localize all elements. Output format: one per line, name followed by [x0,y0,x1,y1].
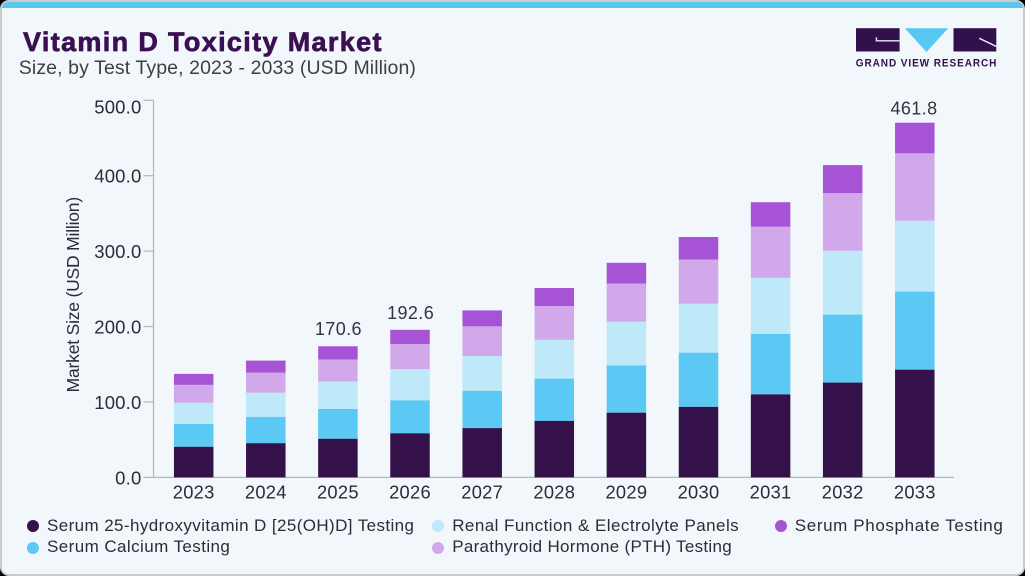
svg-text:192.6: 192.6 [387,303,434,323]
svg-text:2031: 2031 [750,481,792,502]
svg-text:170.6: 170.6 [315,319,362,339]
svg-text:2023: 2023 [173,481,215,502]
svg-text:400.0: 400.0 [94,166,141,187]
svg-text:2030: 2030 [678,481,720,502]
svg-text:300.0: 300.0 [94,241,141,262]
svg-text:500.0: 500.0 [94,96,141,117]
svg-text:GRAND VIEW RESEARCH: GRAND VIEW RESEARCH [856,58,998,70]
svg-text:2029: 2029 [605,481,647,502]
svg-text:2025: 2025 [317,481,359,502]
svg-text:2032: 2032 [822,481,864,502]
svg-text:2027: 2027 [461,481,503,502]
svg-text:461.8: 461.8 [890,98,937,118]
svg-text:2028: 2028 [533,481,575,502]
svg-text:200.0: 200.0 [94,317,141,338]
svg-text:2033: 2033 [894,481,936,502]
svg-text:0.0: 0.0 [115,467,141,488]
svg-text:100.0: 100.0 [94,392,141,413]
svg-text:2024: 2024 [245,481,287,502]
svg-text:2026: 2026 [389,481,431,502]
svg-text:Market Size (USD Million): Market Size (USD Million) [63,197,83,392]
